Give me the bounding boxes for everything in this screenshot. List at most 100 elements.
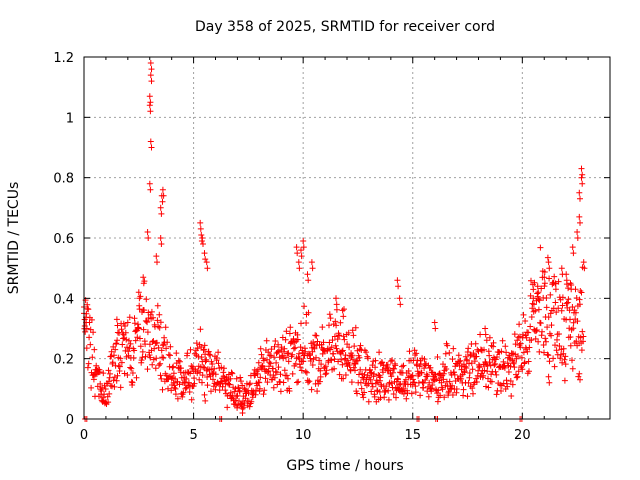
data-point — [332, 318, 339, 325]
data-point — [385, 387, 392, 394]
data-point — [322, 363, 329, 370]
data-point — [88, 384, 95, 391]
data-point — [540, 342, 547, 348]
data-point — [201, 391, 208, 398]
data-point — [333, 301, 340, 308]
data-point — [263, 337, 270, 344]
data-point — [253, 387, 259, 394]
data-point — [544, 254, 551, 261]
data-point — [122, 323, 128, 329]
data-point — [275, 341, 282, 348]
data-point — [493, 371, 500, 378]
data-point — [153, 253, 160, 260]
data-point — [578, 347, 585, 354]
data-point — [115, 363, 122, 369]
data-point — [183, 375, 190, 382]
data-point — [199, 379, 205, 386]
data-point — [541, 280, 548, 287]
data-point — [525, 329, 532, 336]
data-point — [391, 365, 398, 372]
data-point — [449, 382, 456, 389]
data-point — [213, 355, 220, 361]
data-point — [163, 345, 170, 352]
data-point — [534, 283, 541, 290]
data-point — [425, 393, 432, 400]
data-point — [538, 285, 545, 292]
data-point — [460, 386, 467, 393]
data-point — [300, 244, 307, 251]
data-point — [358, 385, 365, 392]
data-point — [466, 370, 473, 376]
data-point — [443, 366, 450, 372]
data-point — [437, 392, 444, 399]
data-point — [285, 375, 291, 382]
data-point — [326, 311, 333, 318]
data-point — [149, 361, 156, 368]
data-point — [346, 344, 353, 351]
data-point — [172, 385, 179, 392]
data-point — [507, 378, 514, 384]
data-point — [134, 334, 141, 341]
data-point — [227, 375, 234, 382]
data-point — [144, 319, 151, 326]
data-point — [569, 244, 576, 251]
data-point — [498, 348, 505, 355]
data-point — [494, 354, 500, 360]
data-point — [206, 351, 213, 358]
data-point — [460, 392, 467, 399]
data-point — [418, 369, 425, 376]
data-point — [200, 346, 207, 353]
data-point — [481, 367, 488, 374]
data-point — [147, 186, 154, 193]
data-point — [209, 361, 216, 367]
data-point — [509, 381, 516, 388]
data-point — [442, 350, 449, 357]
data-point — [577, 219, 583, 226]
data-point — [560, 345, 567, 352]
data-point — [556, 331, 562, 337]
data-point — [333, 306, 340, 313]
data-point — [556, 343, 563, 349]
y-tick-label: 1.2 — [53, 51, 74, 66]
data-point — [467, 352, 474, 359]
data-point — [146, 352, 153, 358]
data-point — [317, 367, 324, 374]
data-point — [119, 341, 126, 348]
data-point — [339, 348, 345, 355]
data-point — [170, 363, 177, 370]
data-point — [188, 396, 195, 403]
data-point — [147, 60, 154, 66]
data-point — [408, 390, 415, 397]
data-point — [350, 332, 357, 339]
data-point — [265, 349, 272, 356]
data-point — [426, 379, 433, 386]
data-point — [543, 338, 549, 345]
data-point — [274, 349, 281, 356]
data-point — [301, 303, 308, 310]
data-point — [102, 386, 109, 392]
data-point — [158, 375, 165, 382]
data-point — [218, 364, 225, 371]
data-point — [136, 295, 143, 302]
data-point — [578, 174, 585, 181]
data-point — [569, 304, 576, 310]
data-point — [154, 259, 160, 266]
data-point — [91, 346, 98, 353]
data-point — [482, 331, 489, 338]
data-point — [491, 361, 498, 368]
data-point — [237, 374, 244, 381]
chart-title: Day 358 of 2025, SRMTID for receiver cor… — [195, 19, 495, 35]
data-point — [152, 365, 159, 372]
data-point — [228, 369, 235, 376]
data-point — [342, 352, 349, 359]
data-point — [380, 369, 386, 376]
data-point — [550, 355, 557, 362]
data-point — [569, 357, 575, 364]
data-point — [146, 93, 153, 100]
data-point — [256, 379, 263, 386]
data-point — [367, 369, 374, 376]
data-point — [308, 259, 315, 266]
data-point — [365, 355, 371, 362]
